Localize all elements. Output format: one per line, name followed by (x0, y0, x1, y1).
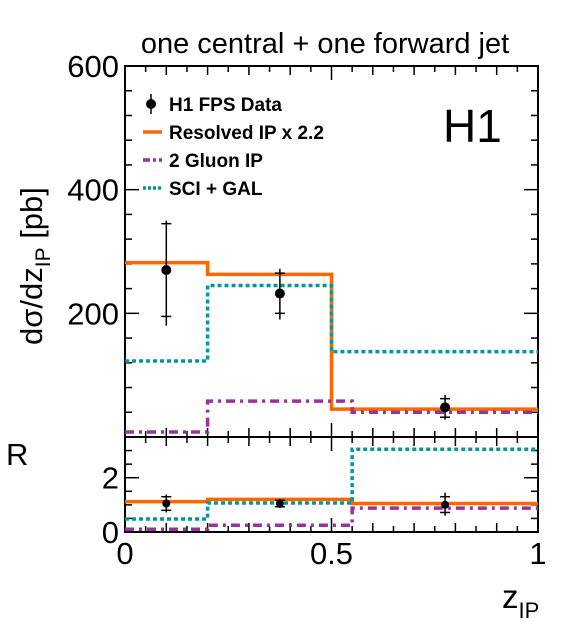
ratio-axis-label: R (6, 437, 28, 472)
chart-title: one central + one forward jet (141, 28, 509, 60)
y-tick-label: 200 (67, 296, 119, 331)
x-tick-label: 1 (529, 536, 546, 571)
y-tick-label: 400 (67, 173, 119, 208)
series-2-gluon-ip (125, 399, 538, 434)
legend-marker (146, 99, 156, 109)
x-axis-label: zIP (502, 578, 539, 623)
legend-label: SCI + GAL (169, 179, 263, 200)
data-point (440, 402, 451, 413)
legend-label: Resolved IP x 2.2 (169, 123, 324, 144)
series-resolved-ip-x-2-2 (125, 260, 538, 411)
y-tick-label: 0 (102, 515, 119, 550)
x-tick-label: 0.5 (310, 536, 353, 571)
plot-frame (124, 436, 539, 533)
data-point (161, 265, 172, 276)
data-point (162, 499, 171, 508)
y-tick-label: 2 (102, 461, 119, 496)
legend-label: 2 Gluon IP (169, 151, 263, 172)
y-axis-label: dσ/dzIP [pb] (14, 187, 55, 345)
series-sci-gal (125, 283, 538, 363)
y-tick-label: 600 (67, 49, 119, 84)
series-resolved-ip-x-2-2 (125, 497, 538, 506)
legend-label: H1 FPS Data (169, 95, 282, 116)
x-tick-label: 0 (116, 536, 133, 571)
experiment-label: H1 (443, 100, 502, 152)
ratio-panel: 0 2 0 0.5 1 (102, 436, 547, 571)
data-point (275, 499, 284, 508)
series-sci-gal (125, 447, 538, 521)
data-point (441, 500, 450, 509)
legend: H1 FPS Data Resolved IP x 2.2 2 Gluon IP SC… (143, 94, 324, 200)
data-point (274, 288, 285, 299)
series-2-gluon-ip (125, 506, 538, 532)
